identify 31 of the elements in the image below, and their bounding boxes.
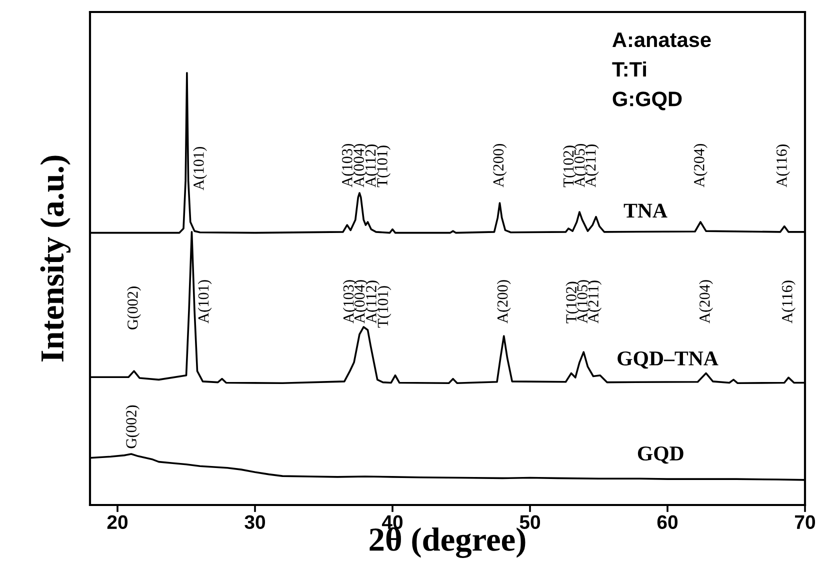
annotation: A(004) xyxy=(353,144,368,188)
x-axis-title: 2θ (degree) xyxy=(370,527,526,558)
annotation: T:Ti xyxy=(612,61,646,77)
annotation: T(101) xyxy=(376,146,390,188)
x-tick-label: 60 xyxy=(657,515,678,530)
annotation: A(112) xyxy=(364,144,379,188)
annotation: A(101) xyxy=(193,146,207,190)
x-tick-label: 20 xyxy=(107,515,128,530)
text: A:anatase xyxy=(612,32,711,48)
x-tick-label: 70 xyxy=(795,515,816,530)
annotation: A(204) xyxy=(694,144,708,188)
annotation: A(103) xyxy=(342,144,356,188)
x-tick-label: 30 xyxy=(244,515,266,530)
annotation: A(200) xyxy=(496,280,511,324)
annotation: G(002) xyxy=(127,286,141,330)
annotation: T(101) xyxy=(377,286,392,328)
annotation: A(116) xyxy=(782,280,796,324)
series-label: GQD xyxy=(638,446,684,464)
x-tick-label: 40 xyxy=(382,515,403,530)
y-axis-title: Intensity (a.u.) xyxy=(40,156,71,362)
annotation: G(002) xyxy=(126,405,140,448)
series-label: GQD–TNA xyxy=(618,351,718,369)
annotation: A(101) xyxy=(198,280,212,324)
annotation: A(112) xyxy=(366,280,380,324)
annotation: A(116) xyxy=(776,144,790,188)
series-label: TNA xyxy=(624,204,668,218)
annotation: A(204) xyxy=(699,280,713,324)
annotation: G:GQD xyxy=(612,92,682,110)
annotation: A(200) xyxy=(492,144,507,188)
x-tick-label: 50 xyxy=(520,515,540,530)
annotation: A(211) xyxy=(588,280,602,324)
